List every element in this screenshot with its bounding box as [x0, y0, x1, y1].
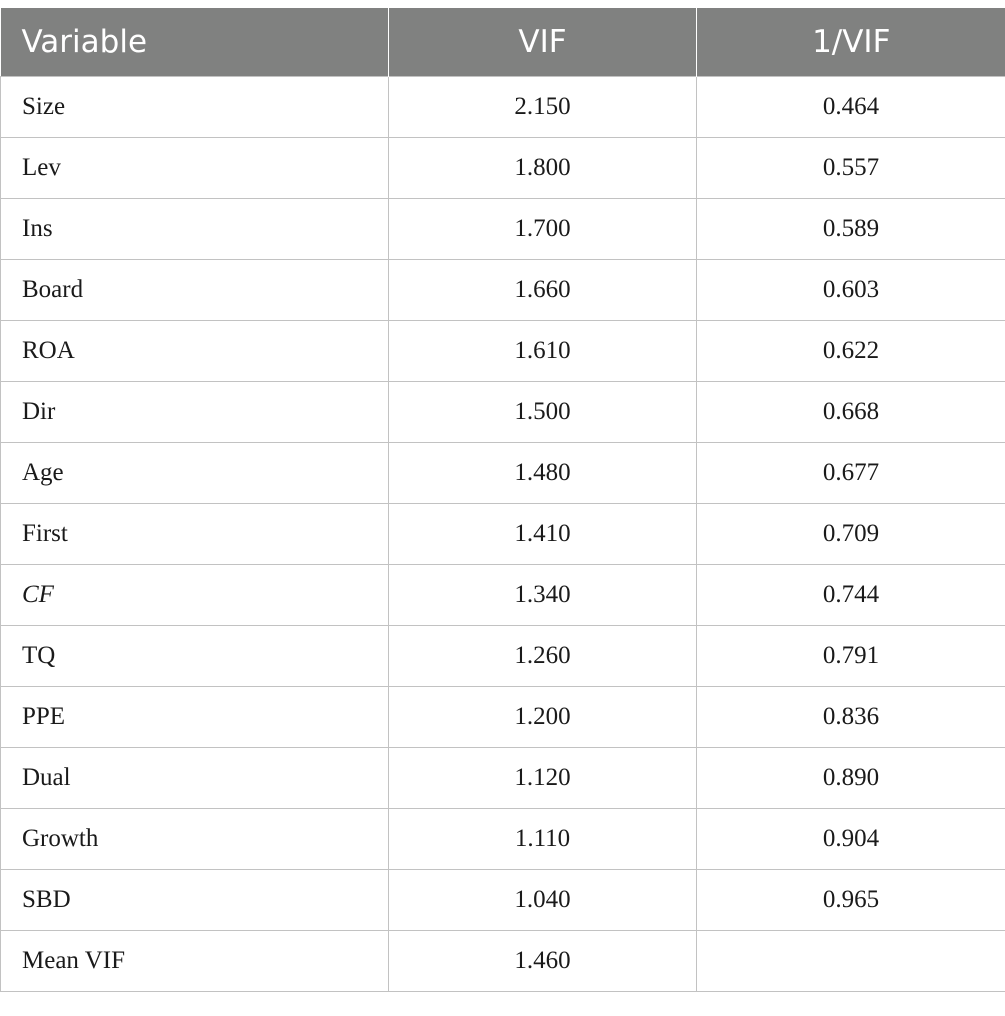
- cell-variable: Dir: [0, 381, 389, 443]
- cell-inv-vif: 0.744: [696, 564, 1005, 626]
- cell-vif: 1.260: [388, 625, 697, 687]
- table-body: Size 2.150 0.464 Lev 1.800 0.557 Ins 1.700 0.589…: [0, 76, 1005, 992]
- cell-vif: 1.120: [388, 747, 697, 809]
- cell-inv-vif: 0.791: [696, 625, 1005, 687]
- table-row: Lev 1.800 0.557: [0, 137, 1005, 199]
- cell-variable: Size: [0, 76, 389, 138]
- table-row: Growth 1.110 0.904: [0, 808, 1005, 870]
- cell-variable: Age: [0, 442, 389, 504]
- table-row: Board 1.660 0.603: [0, 259, 1005, 321]
- cell-vif: 1.500: [388, 381, 697, 443]
- cell-variable: Dual: [0, 747, 389, 809]
- cell-vif: 1.040: [388, 869, 697, 931]
- header-vif: VIF: [388, 8, 697, 77]
- cell-vif: 1.610: [388, 320, 697, 382]
- cell-vif: 1.700: [388, 198, 697, 260]
- cell-inv-vif: 0.668: [696, 381, 1005, 443]
- cell-inv-vif: 0.622: [696, 320, 1005, 382]
- cell-inv-vif: 0.589: [696, 198, 1005, 260]
- cell-variable: Growth: [0, 808, 389, 870]
- cell-variable: Lev: [0, 137, 389, 199]
- cell-vif: 1.110: [388, 808, 697, 870]
- cell-inv-vif: 0.904: [696, 808, 1005, 870]
- header-row: Variable VIF 1/VIF: [0, 8, 1005, 77]
- table-row: Dual 1.120 0.890: [0, 747, 1005, 809]
- cell-vif: 1.340: [388, 564, 697, 626]
- table-row: PPE 1.200 0.836: [0, 686, 1005, 748]
- cell-variable: SBD: [0, 869, 389, 931]
- table-row: First 1.410 0.709: [0, 503, 1005, 565]
- cell-vif: 1.660: [388, 259, 697, 321]
- cell-vif: 1.410: [388, 503, 697, 565]
- table-row: Dir 1.500 0.668: [0, 381, 1005, 443]
- cell-variable: Ins: [0, 198, 389, 260]
- table-row: CF 1.340 0.744: [0, 564, 1005, 626]
- cell-variable: TQ: [0, 625, 389, 687]
- cell-inv-vif: [696, 930, 1005, 992]
- cell-inv-vif: 0.677: [696, 442, 1005, 504]
- cell-vif: 1.800: [388, 137, 697, 199]
- cell-vif: 1.460: [388, 930, 697, 992]
- header-variable: Variable: [0, 8, 389, 77]
- table-row: Age 1.480 0.677: [0, 442, 1005, 504]
- cell-vif: 2.150: [388, 76, 697, 138]
- table-row: Ins 1.700 0.589: [0, 198, 1005, 260]
- cell-inv-vif: 0.965: [696, 869, 1005, 931]
- cell-inv-vif: 0.890: [696, 747, 1005, 809]
- cell-inv-vif: 0.836: [696, 686, 1005, 748]
- cell-variable: CF: [0, 564, 389, 626]
- table-row: Mean VIF 1.460: [0, 930, 1005, 992]
- cell-variable: Mean VIF: [0, 930, 389, 992]
- cell-variable: PPE: [0, 686, 389, 748]
- cell-vif: 1.200: [388, 686, 697, 748]
- table-row: SBD 1.040 0.965: [0, 869, 1005, 931]
- cell-inv-vif: 0.603: [696, 259, 1005, 321]
- cell-variable: Board: [0, 259, 389, 321]
- vif-table: Variable VIF 1/VIF Size 2.150 0.464 Lev 1.80…: [0, 8, 1005, 992]
- table-row: ROA 1.610 0.622: [0, 320, 1005, 382]
- cell-inv-vif: 0.464: [696, 76, 1005, 138]
- header-inv-vif: 1/VIF: [696, 8, 1005, 77]
- cell-inv-vif: 0.709: [696, 503, 1005, 565]
- cell-variable: First: [0, 503, 389, 565]
- cell-inv-vif: 0.557: [696, 137, 1005, 199]
- cell-variable: ROA: [0, 320, 389, 382]
- table-row: TQ 1.260 0.791: [0, 625, 1005, 687]
- table-row: Size 2.150 0.464: [0, 76, 1005, 138]
- cell-vif: 1.480: [388, 442, 697, 504]
